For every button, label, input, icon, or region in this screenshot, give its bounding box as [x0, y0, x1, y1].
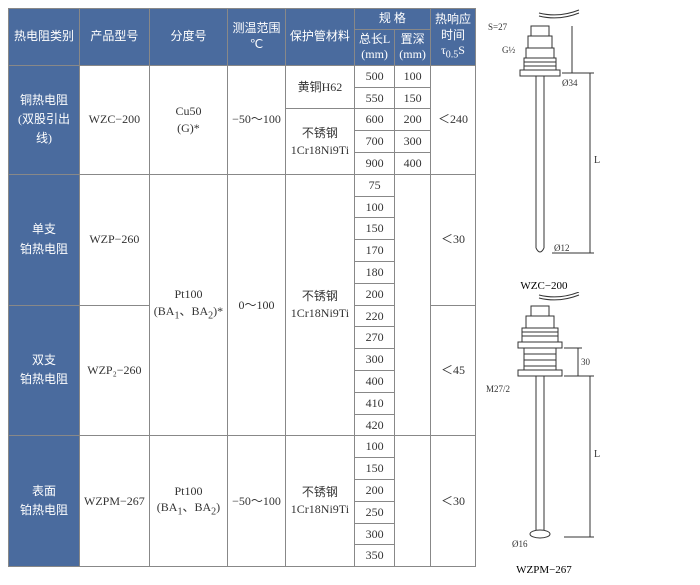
len: 220 — [354, 305, 394, 327]
temp-0: −50～100 — [228, 65, 286, 174]
len: 150 — [354, 458, 394, 480]
len: 600 — [354, 109, 394, 131]
resp-2: ＜45 — [430, 305, 475, 436]
ann-d12: Ø12 — [554, 243, 570, 253]
diagram-label-top: WZC−200 — [484, 280, 604, 292]
grad-4: Pt100(BA1、BA2) — [149, 436, 227, 567]
len: 350 — [354, 545, 394, 567]
len: 410 — [354, 392, 394, 414]
len: 400 — [354, 370, 394, 392]
len: 170 — [354, 240, 394, 262]
h-protect: 保护管材料 — [285, 9, 354, 66]
dep: 200 — [395, 109, 431, 131]
len: 100 — [354, 196, 394, 218]
cat-single-pt: 单支铂热电阻 — [9, 174, 80, 305]
ann-30: 30 — [581, 357, 591, 367]
len: 500 — [354, 65, 394, 87]
temp-4: −50～100 — [228, 436, 286, 567]
model-2: WZP₂−260 — [80, 305, 150, 436]
diagram-wzc200: S=27 G½ Ø34 Ø12 L — [484, 8, 604, 278]
ann-d34: Ø34 — [562, 78, 578, 88]
len: 700 — [354, 131, 394, 153]
len: 900 — [354, 152, 394, 174]
len: 200 — [354, 479, 394, 501]
cat-double-pt: 双支铂热电阻 — [9, 305, 80, 436]
ann-L2: L — [594, 449, 600, 460]
dep-empty2 — [395, 436, 431, 567]
len: 270 — [354, 327, 394, 349]
cat-copper: 铜热电阻(双股引出线) — [9, 65, 80, 174]
len: 250 — [354, 501, 394, 523]
dep-empty — [395, 174, 431, 436]
h-spec: 规 格 — [354, 9, 430, 30]
h-category: 热电阻类别 — [9, 9, 80, 66]
mat-0-1: 不锈钢1Cr18Ni9Ti — [285, 109, 354, 174]
len: 150 — [354, 218, 394, 240]
model-0: WZC−200 — [80, 65, 150, 174]
len: 100 — [354, 436, 394, 458]
dep: 300 — [395, 131, 431, 153]
mat-shared: 不锈钢1Cr18Ni9Ti — [285, 174, 354, 436]
len: 180 — [354, 261, 394, 283]
dep: 150 — [395, 87, 431, 109]
dep: 400 — [395, 152, 431, 174]
len: 200 — [354, 283, 394, 305]
h-total-len: 总长L(mm) — [354, 29, 394, 65]
len: 75 — [354, 174, 394, 196]
resp-4: ＜30 — [430, 436, 475, 567]
h-depth: 置深(mm) — [395, 29, 431, 65]
ann-d16: Ø16 — [512, 539, 528, 549]
ann-s27: S=27 — [488, 22, 508, 32]
mat-0-0: 黄铜H62 — [285, 65, 354, 109]
len: 550 — [354, 87, 394, 109]
ann-g: G½ — [502, 45, 515, 55]
grad-shared: Pt100(BA1、BA2)* — [149, 174, 227, 436]
diagram-label-bottom: WZPM−267 — [484, 564, 604, 576]
resp-0: ＜240 — [430, 65, 475, 174]
diagram-panel: S=27 G½ Ø34 Ø12 L WZC−200 — [484, 8, 604, 576]
len: 420 — [354, 414, 394, 436]
spec-table: 热电阻类别 产品型号 分度号 测温范围℃ 保护管材料 规 格 热响应时间τ0.5… — [8, 8, 476, 567]
h-model: 产品型号 — [80, 9, 150, 66]
ann-m27: M27/2 — [486, 384, 510, 394]
resp-1: ＜30 — [430, 174, 475, 305]
model-4: WZPM−267 — [80, 436, 150, 567]
h-temp: 测温范围℃ — [228, 9, 286, 66]
grad-0: Cu50(G)* — [149, 65, 227, 174]
h-response: 热响应时间τ0.5S — [430, 9, 475, 66]
h-grad: 分度号 — [149, 9, 227, 66]
len: 300 — [354, 523, 394, 545]
temp-shared: 0～100 — [228, 174, 286, 436]
mat-4: 不锈钢1Cr18Ni9Ti — [285, 436, 354, 567]
len: 300 — [354, 349, 394, 371]
cat-surface-pt: 表面铂热电阻 — [9, 436, 80, 567]
dep: 100 — [395, 65, 431, 87]
diagram-wzpm267: M27/2 30 Ø16 L — [484, 292, 604, 562]
ann-L: L — [594, 155, 600, 166]
model-1: WZP−260 — [80, 174, 150, 305]
